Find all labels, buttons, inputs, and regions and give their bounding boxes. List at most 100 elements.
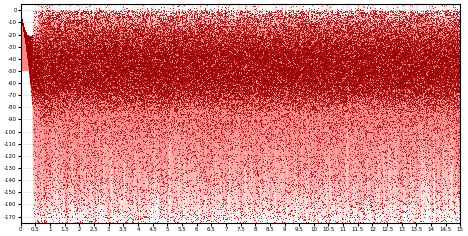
Point	[316, 84, 324, 88]
Point	[239, 71, 246, 75]
Point	[181, 82, 188, 85]
Point	[49, 52, 57, 56]
Point	[298, 84, 305, 88]
Point	[112, 53, 120, 57]
Point	[314, 71, 321, 75]
Point	[220, 73, 228, 76]
Point	[408, 57, 416, 61]
Point	[431, 52, 438, 56]
Point	[198, 147, 206, 151]
Point	[272, 38, 279, 42]
Point	[422, 13, 429, 17]
Point	[327, 83, 335, 87]
Point	[329, 55, 336, 59]
Point	[227, 189, 234, 193]
Point	[191, 56, 198, 60]
Point	[181, 35, 188, 39]
Point	[158, 58, 166, 62]
Point	[292, 46, 300, 50]
Point	[107, 104, 115, 108]
Point	[434, 81, 441, 84]
Point	[258, 57, 266, 61]
Point	[71, 130, 79, 134]
Point	[358, 65, 366, 69]
Point	[193, 54, 201, 58]
Point	[236, 42, 243, 46]
Point	[286, 91, 294, 95]
Point	[108, 54, 116, 58]
Point	[449, 82, 457, 86]
Point	[344, 17, 351, 21]
Point	[74, 187, 81, 191]
Point	[114, 62, 121, 66]
Point	[388, 8, 395, 12]
Point	[456, 88, 463, 92]
Point	[343, 76, 350, 80]
Point	[47, 86, 54, 90]
Point	[293, 64, 300, 67]
Point	[96, 83, 103, 87]
Point	[223, 39, 231, 43]
Point	[241, 53, 249, 57]
Point	[36, 95, 44, 99]
Point	[218, 173, 225, 177]
Point	[232, 66, 240, 69]
Point	[194, 68, 201, 72]
Point	[207, 62, 215, 66]
Point	[438, 60, 446, 64]
Point	[444, 8, 452, 12]
Point	[138, 81, 145, 85]
Point	[35, 67, 42, 70]
Point	[124, 26, 131, 30]
Point	[288, 56, 295, 60]
Point	[384, 70, 392, 74]
Point	[365, 32, 372, 36]
Point	[353, 215, 361, 219]
Point	[51, 63, 58, 67]
Point	[405, 194, 413, 198]
Point	[132, 74, 139, 78]
Point	[294, 49, 302, 53]
Point	[96, 86, 104, 90]
Point	[91, 96, 99, 100]
Point	[448, 83, 455, 87]
Point	[304, 53, 312, 57]
Point	[42, 51, 50, 55]
Point	[300, 62, 307, 65]
Point	[391, 122, 398, 126]
Point	[271, 69, 279, 73]
Point	[128, 162, 136, 166]
Point	[197, 74, 205, 78]
Point	[22, 32, 29, 36]
Point	[82, 38, 90, 42]
Point	[32, 79, 40, 83]
Point	[453, 121, 461, 124]
Point	[309, 37, 317, 41]
Point	[244, 62, 252, 66]
Point	[283, 75, 291, 79]
Point	[159, 65, 166, 69]
Point	[199, 85, 207, 89]
Point	[96, 51, 103, 55]
Point	[234, 96, 241, 100]
Point	[122, 185, 130, 189]
Point	[101, 15, 108, 19]
Point	[364, 31, 371, 35]
Point	[343, 42, 350, 46]
Point	[102, 89, 110, 93]
Point	[443, 67, 450, 71]
Point	[268, 76, 276, 80]
Point	[400, 56, 408, 60]
Point	[93, 174, 101, 178]
Point	[370, 181, 377, 185]
Point	[454, 130, 462, 134]
Point	[351, 34, 359, 38]
Point	[57, 90, 64, 94]
Point	[302, 88, 309, 92]
Point	[251, 23, 259, 27]
Point	[448, 118, 456, 122]
Point	[367, 53, 375, 56]
Point	[196, 81, 204, 85]
Point	[342, 8, 349, 12]
Point	[142, 42, 150, 46]
